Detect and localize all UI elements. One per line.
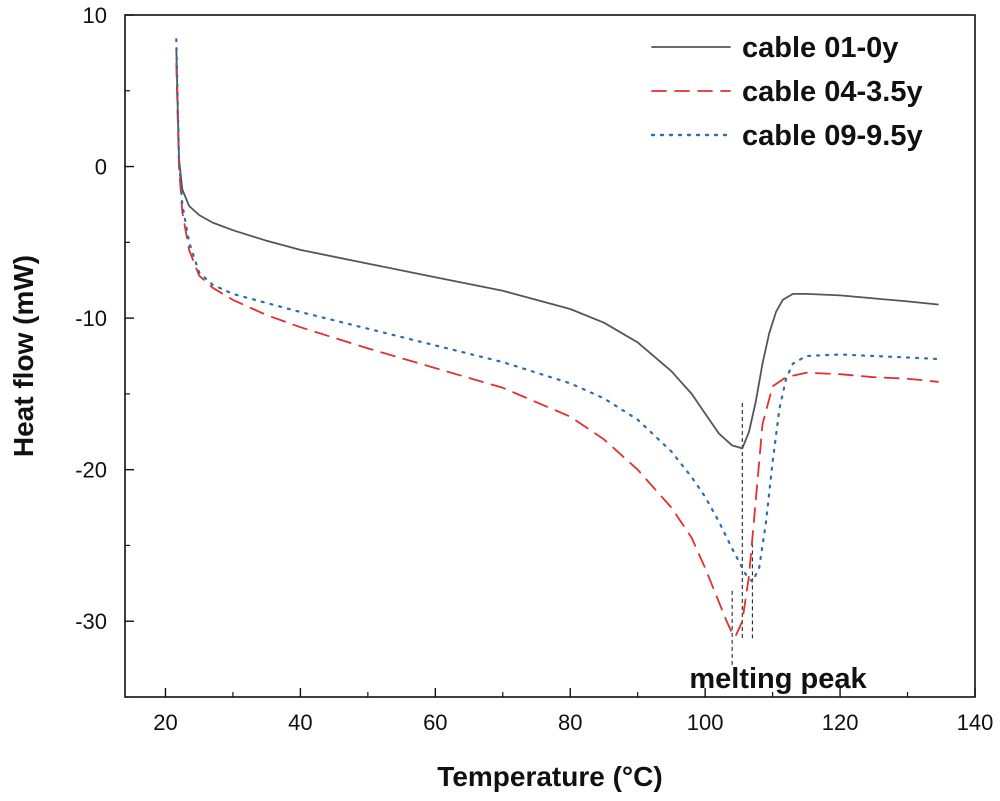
series-line-3 — [175, 38, 940, 583]
plot-frame — [124, 14, 976, 698]
x-tick-label-120: 120 — [822, 710, 859, 735]
series-line-2 — [175, 62, 939, 638]
legend-label-2: cable 04-3.5y — [742, 76, 923, 108]
peak-markers-layer — [731, 402, 753, 667]
y-tick-label--30: -30 — [75, 609, 107, 634]
melting-peak-annotation: melting peak — [689, 663, 867, 695]
series-layer — [175, 38, 940, 638]
x-tick-label-60: 60 — [423, 710, 447, 735]
series-line-1 — [175, 47, 939, 450]
x-tick-label-140: 140 — [957, 710, 994, 735]
y-tick-label--20: -20 — [75, 458, 107, 483]
y-tick-label-10: 10 — [83, 3, 107, 28]
legend-label-1: cable 01-0y — [742, 32, 898, 64]
ticks-layer: 20 40 60 80 100 120 140 -30 -20 -10 0 10 — [75, 3, 993, 735]
x-tick-label-100: 100 — [687, 710, 724, 735]
y-tick-label-0: 0 — [95, 155, 107, 180]
y-axis-title: Heat flow (mW) — [8, 255, 39, 457]
legend-label-3: cable 09-9.5y — [742, 120, 923, 152]
legend: cable 01-0y cable 04-3.5y cable 09-9.5y — [650, 32, 923, 152]
x-tick-label-80: 80 — [558, 710, 582, 735]
x-tick-label-40: 40 — [288, 710, 312, 735]
y-tick-label--10: -10 — [75, 306, 107, 331]
x-axis-title: Temperature (°C) — [437, 761, 662, 792]
x-tick-label-20: 20 — [153, 710, 177, 735]
